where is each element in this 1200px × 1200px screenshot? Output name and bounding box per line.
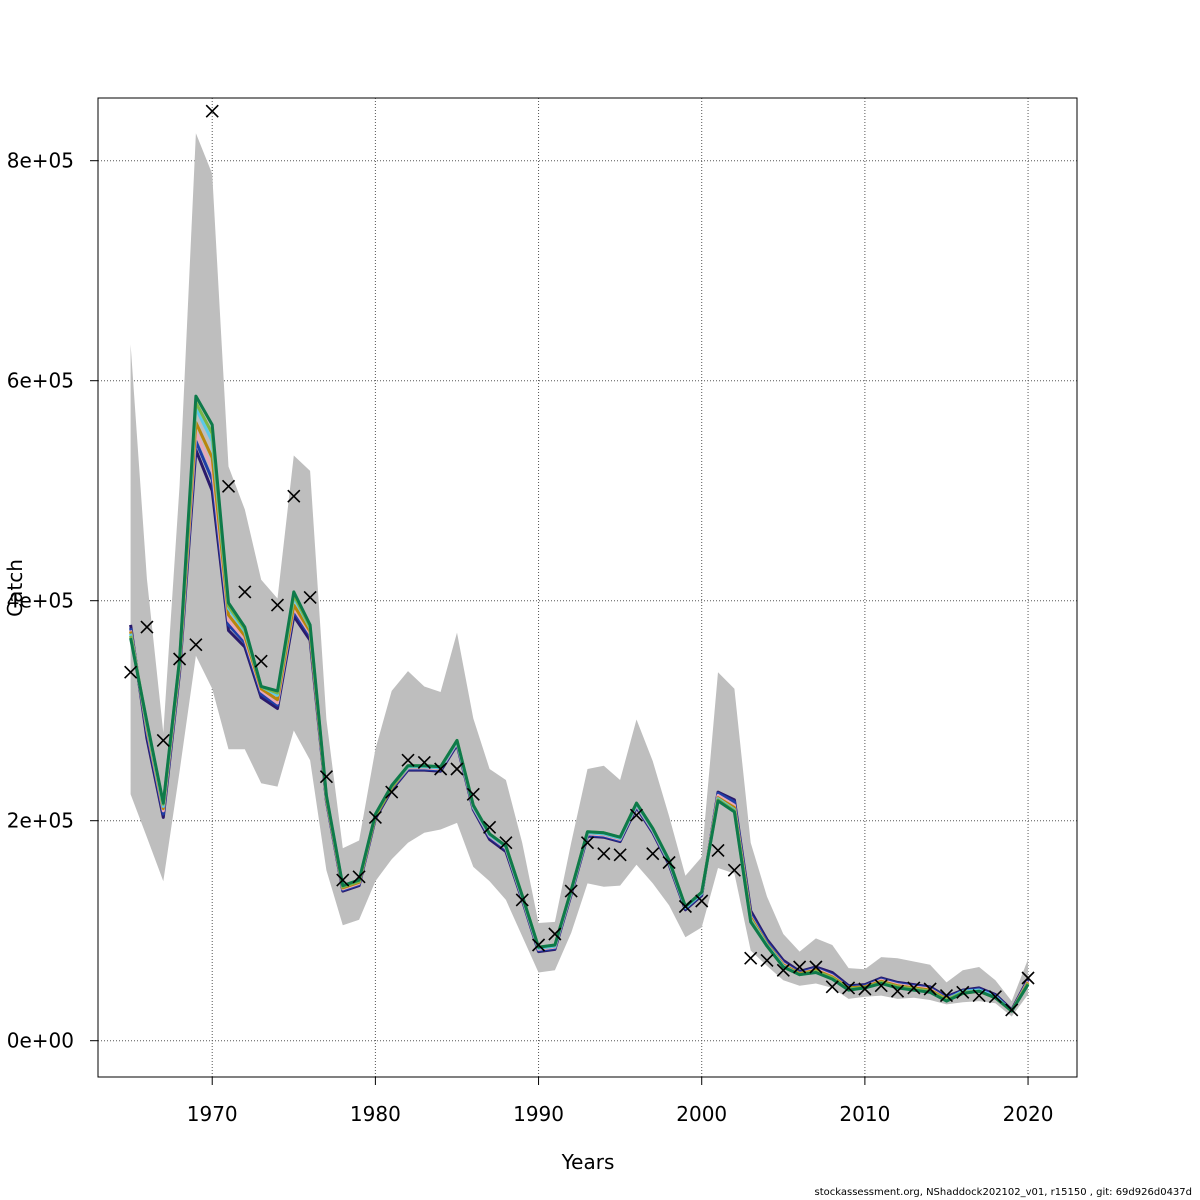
y-tick-label: 8e+05 xyxy=(7,149,74,173)
observed-point xyxy=(352,870,366,884)
observed-point xyxy=(140,620,154,634)
observed-point xyxy=(629,808,644,822)
x-tick-label: 1990 xyxy=(513,1102,564,1126)
observed-point xyxy=(564,884,578,898)
x-tick-label: 1970 xyxy=(187,1102,238,1126)
x-tick-label: 2000 xyxy=(676,1102,727,1126)
observed-point xyxy=(907,981,921,995)
observed-point xyxy=(173,652,187,666)
observed-points xyxy=(124,104,1035,1017)
y-axis: 0e+00 2e+05 4e+05 6e+05 8e+05 xyxy=(7,149,98,1053)
observed-point xyxy=(385,785,399,799)
observed-point xyxy=(695,894,709,908)
observed-point xyxy=(319,770,333,784)
observed-point xyxy=(1005,1003,1019,1017)
observed-point xyxy=(972,989,986,1003)
observed-point xyxy=(303,590,317,604)
observed-point xyxy=(793,960,807,974)
observed-point xyxy=(842,981,856,995)
observed-point xyxy=(499,836,513,850)
plot-frame xyxy=(97,97,1078,1078)
observed-point xyxy=(238,585,252,599)
confidence-band xyxy=(130,133,1029,1017)
observed-point xyxy=(727,863,741,877)
observed-point xyxy=(254,654,268,668)
observed-point xyxy=(776,963,790,977)
observed-point xyxy=(270,598,285,612)
observed-point xyxy=(988,990,1002,1004)
series-line-7 xyxy=(129,394,1030,1013)
observed-point xyxy=(825,980,839,994)
observed-point xyxy=(874,979,888,993)
observed-point xyxy=(548,927,562,941)
x-axis: 1970 1980 1990 2000 2010 2020 xyxy=(187,1077,1054,1126)
y-tick-label: 2e+05 xyxy=(7,809,74,833)
x-axis-label: Years xyxy=(561,1150,615,1174)
observed-point xyxy=(809,960,823,974)
observed-point xyxy=(744,951,758,965)
observed-point xyxy=(760,953,774,967)
observed-point xyxy=(858,982,872,996)
observed-point xyxy=(124,665,138,679)
observed-point xyxy=(580,836,595,850)
observed-point xyxy=(890,984,905,998)
x-tick-label: 1980 xyxy=(350,1102,401,1126)
observed-point xyxy=(368,810,382,824)
observed-point xyxy=(434,762,448,776)
observed-point xyxy=(156,733,170,747)
observed-point xyxy=(662,855,676,870)
observed-point xyxy=(646,847,660,861)
y-tick-label: 0e+00 xyxy=(7,1029,74,1053)
observed-point xyxy=(450,762,464,776)
observed-point xyxy=(205,104,219,118)
x-tick-label: 2020 xyxy=(1003,1102,1054,1126)
y-tick-label: 6e+05 xyxy=(7,369,74,393)
observed-point xyxy=(189,638,203,652)
observed-point xyxy=(956,985,970,999)
confidence-band-area xyxy=(130,133,1029,1017)
y-tick-label: 4e+05 xyxy=(7,589,74,613)
observed-point xyxy=(939,989,954,1003)
observed-point xyxy=(466,787,480,801)
observed-point xyxy=(336,873,350,887)
x-tick-label: 2010 xyxy=(839,1102,890,1126)
observed-point xyxy=(711,843,725,857)
observed-point xyxy=(401,753,415,767)
observed-point xyxy=(678,899,692,914)
observed-point xyxy=(417,755,431,769)
observed-point xyxy=(483,820,497,834)
observed-point xyxy=(287,489,301,503)
footer-note: stockassessment.org, NShaddock202102_v01… xyxy=(814,1187,1193,1198)
observed-point xyxy=(515,893,529,907)
observed-point xyxy=(613,848,627,862)
observed-point xyxy=(923,982,937,996)
observed-point xyxy=(531,938,546,952)
observed-point xyxy=(1021,971,1035,985)
y-axis-label: Catch xyxy=(3,559,27,617)
observed-point xyxy=(221,479,236,493)
observed-point xyxy=(597,847,611,861)
